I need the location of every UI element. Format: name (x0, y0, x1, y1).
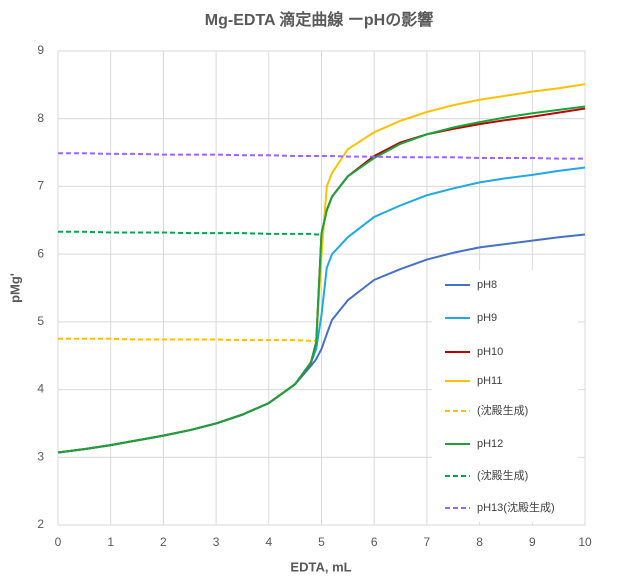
line-series (58, 152, 585, 160)
legend-label: (沈殿生成) (477, 468, 528, 482)
x-tick-label: 1 (107, 535, 114, 549)
x-tick-label: 2 (160, 535, 167, 549)
x-tick-label: 10 (578, 535, 592, 549)
y-tick-label: 7 (37, 179, 44, 193)
legend-label: pH13(沈殿生成) (477, 500, 555, 514)
legend-box (432, 270, 578, 522)
x-tick-label: 3 (213, 535, 220, 549)
y-tick-label: 8 (37, 111, 44, 125)
legend-label: pH10 (477, 346, 503, 358)
chart-title: Mg-EDTA 滴定曲線 ーpHの影響 (205, 10, 433, 29)
x-axis-label: EDTA, mL (290, 559, 351, 574)
y-axis-label: pMg' (7, 273, 22, 303)
x-tick-label: 8 (476, 535, 483, 549)
y-tick-label: 9 (37, 43, 44, 57)
legend-label: pH9 (477, 312, 497, 324)
x-tick-label: 4 (265, 535, 272, 549)
legend-label: (沈殿生成) (477, 403, 528, 417)
x-tick-label: 6 (371, 535, 378, 549)
x-tick-label: 0 (55, 535, 62, 549)
line-series (57, 105, 586, 454)
legend-label: pH11 (477, 375, 502, 387)
legend-label: pH8 (477, 279, 497, 291)
y-tick-label: 5 (37, 314, 44, 328)
line-series (58, 337, 317, 342)
y-tick-label: 2 (37, 517, 44, 531)
x-tick-label: 5 (318, 535, 325, 549)
y-tick-label: 6 (37, 246, 44, 260)
line-series (315, 83, 586, 341)
legend-label: pH12 (477, 438, 503, 450)
legend: pH8 pH9 pH10 pH11 (沈殿生成) pH12 (沈殿生成) pH13(沈殿生成) (432, 270, 578, 522)
line-series (58, 230, 322, 236)
y-tick-label: 4 (37, 382, 44, 396)
x-tick-label: 9 (529, 535, 536, 549)
y-tick-label: 3 (37, 449, 44, 463)
x-tick-label: 7 (424, 535, 431, 549)
